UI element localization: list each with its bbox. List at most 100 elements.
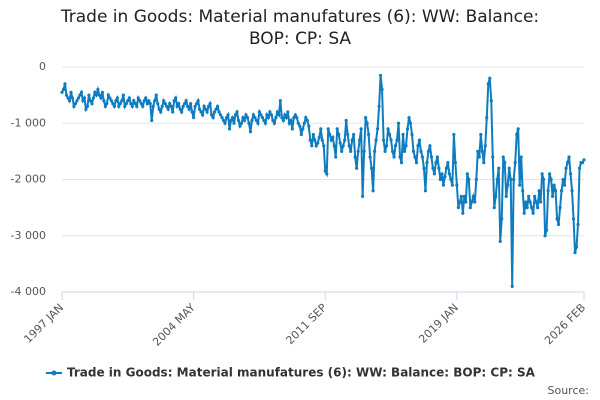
point [485, 116, 489, 120]
point [136, 96, 140, 100]
point [452, 132, 456, 137]
point [338, 141, 342, 145]
point [266, 116, 271, 120]
point [200, 113, 205, 117]
point [189, 101, 193, 106]
point [335, 127, 339, 131]
point [489, 99, 493, 103]
point [236, 118, 241, 123]
point [99, 96, 103, 100]
point [518, 183, 522, 187]
point [386, 127, 390, 131]
point [384, 144, 389, 148]
point [145, 101, 149, 106]
point [289, 118, 293, 123]
point [238, 124, 242, 128]
point [527, 194, 531, 198]
point [506, 183, 510, 187]
point [568, 172, 573, 176]
point [546, 189, 550, 193]
point [431, 166, 435, 170]
point [543, 234, 547, 238]
point [455, 183, 459, 187]
point [198, 107, 202, 111]
x-tick-label: 2026 FEB [542, 301, 588, 347]
point [79, 90, 84, 94]
point [124, 101, 128, 106]
point [226, 113, 230, 117]
point [471, 194, 475, 198]
point [498, 239, 502, 243]
point [199, 110, 203, 114]
point [542, 177, 546, 182]
point [154, 93, 158, 97]
point [443, 175, 447, 179]
point [503, 161, 507, 165]
point [262, 118, 266, 123]
point [325, 172, 329, 176]
point [337, 132, 341, 137]
point [534, 200, 538, 204]
point [127, 96, 131, 100]
point [381, 138, 386, 142]
point [320, 138, 324, 142]
point [196, 99, 200, 103]
point [380, 87, 384, 92]
point [206, 104, 211, 108]
point [465, 172, 469, 176]
point [233, 113, 238, 117]
point [157, 107, 161, 111]
point [61, 87, 66, 92]
point [283, 113, 287, 117]
point [287, 121, 291, 125]
point [420, 155, 425, 159]
point [458, 200, 462, 204]
point [494, 194, 498, 198]
point [165, 104, 169, 108]
point [368, 155, 372, 159]
point [186, 104, 190, 108]
point [476, 149, 480, 153]
point [580, 161, 585, 165]
point [422, 166, 426, 170]
point [390, 149, 395, 153]
point [75, 99, 79, 103]
x-tick-label: 1997 JAN [21, 301, 66, 346]
point [151, 104, 155, 108]
point [175, 104, 179, 108]
point [187, 107, 191, 111]
point [447, 172, 451, 176]
point [395, 138, 399, 142]
point [462, 194, 466, 198]
point [470, 200, 474, 204]
point [364, 116, 368, 120]
point [97, 93, 101, 97]
point [549, 177, 553, 182]
point [277, 113, 281, 117]
point [208, 101, 212, 106]
point [241, 116, 245, 120]
point [559, 189, 564, 193]
point [545, 228, 549, 232]
point [299, 132, 303, 137]
point [147, 99, 151, 103]
point [486, 82, 490, 86]
point [562, 183, 567, 187]
point [483, 144, 487, 148]
point [488, 76, 492, 80]
point [423, 189, 428, 193]
point [81, 99, 85, 103]
point [256, 121, 260, 125]
point [392, 155, 396, 159]
point [105, 101, 109, 106]
point [552, 183, 556, 187]
point [298, 124, 302, 128]
point [375, 127, 380, 131]
point [515, 132, 519, 137]
point [370, 166, 374, 170]
point [413, 155, 417, 159]
point [434, 161, 438, 165]
point [269, 113, 273, 117]
point [574, 245, 579, 249]
point [203, 107, 208, 111]
